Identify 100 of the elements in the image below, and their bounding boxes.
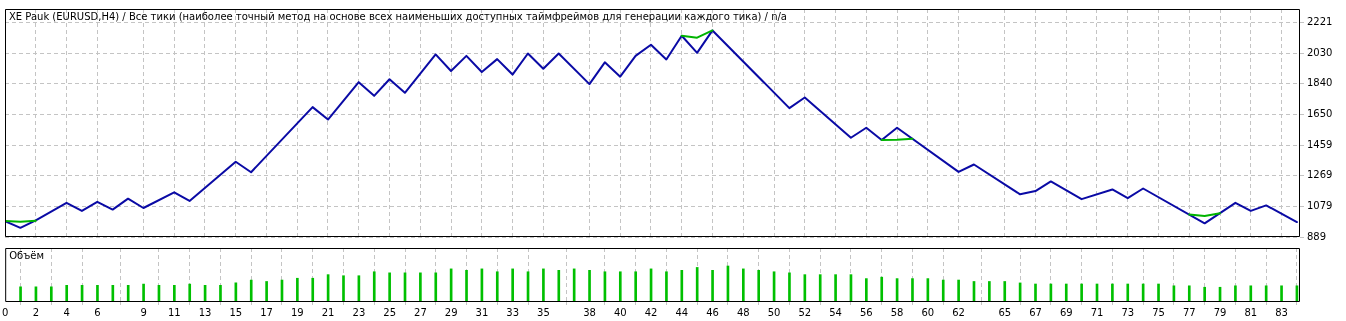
bar xyxy=(465,269,468,302)
x-tick-label: 25 xyxy=(383,306,396,318)
bar xyxy=(788,272,791,302)
bar xyxy=(1187,285,1191,302)
bar xyxy=(557,269,561,302)
bar xyxy=(711,269,714,302)
bar xyxy=(1064,283,1068,302)
bar xyxy=(249,279,253,302)
bar xyxy=(741,268,745,302)
x-tick-label: 58 xyxy=(890,306,904,318)
x-tick-label: 38 xyxy=(583,306,596,318)
bar xyxy=(19,286,22,302)
bar xyxy=(941,279,945,302)
x-tick-label: 83 xyxy=(1275,306,1288,318)
x-tick-label: 67 xyxy=(1029,306,1042,318)
bar xyxy=(834,274,837,302)
x-tick-label: 42 xyxy=(644,306,658,318)
x-tick-label: 6 xyxy=(94,306,101,318)
x-tick-label: 77 xyxy=(1182,306,1196,318)
bar xyxy=(296,277,299,302)
x-tick-label: 54 xyxy=(829,306,842,318)
bar xyxy=(342,275,345,302)
x-tick-label: 23 xyxy=(352,306,366,318)
x-tick-label: 13 xyxy=(198,306,212,318)
x-tick-label: 27 xyxy=(414,306,427,318)
x-tick-label: 46 xyxy=(706,306,719,318)
y-tick-label: 1079 xyxy=(1307,199,1333,211)
x-tick-label: 35 xyxy=(537,306,550,318)
bar xyxy=(988,281,991,302)
x-tick-label: 60 xyxy=(921,306,935,318)
bar xyxy=(142,283,145,302)
x-tick-label: 75 xyxy=(1152,306,1165,318)
bar xyxy=(865,278,868,302)
bar xyxy=(65,285,69,302)
bar xyxy=(695,267,699,302)
x-tick-label: 52 xyxy=(798,306,812,318)
bar xyxy=(1126,283,1130,302)
x-tick-label: 11 xyxy=(167,306,181,318)
x-tick-label: 31 xyxy=(475,306,489,318)
x-tick-label: 21 xyxy=(321,306,335,318)
bar xyxy=(219,285,222,302)
y-tick-label: 2221 xyxy=(1307,15,1333,27)
x-tick-label: 62 xyxy=(952,306,965,318)
bar xyxy=(1280,285,1283,302)
bar xyxy=(818,274,822,302)
bar xyxy=(265,281,268,302)
y-tick-label: 1459 xyxy=(1307,138,1333,150)
y-tick-label: 2030 xyxy=(1307,46,1333,58)
x-tick-label: 33 xyxy=(506,306,520,318)
x-tick-label: 69 xyxy=(1059,306,1073,318)
x-tick-label: 4 xyxy=(63,306,70,318)
x-tick-label: 50 xyxy=(767,306,781,318)
bar xyxy=(588,269,591,302)
y-tick-label: 1840 xyxy=(1307,77,1333,89)
bar xyxy=(49,286,53,302)
bar xyxy=(1034,283,1037,302)
bar xyxy=(680,269,684,302)
bar xyxy=(96,285,99,302)
bar xyxy=(542,268,545,302)
bar xyxy=(1157,283,1160,302)
bar xyxy=(634,271,638,302)
bar xyxy=(1080,283,1083,302)
x-tick-label: 15 xyxy=(229,306,243,318)
bar xyxy=(957,279,960,302)
bar xyxy=(388,272,391,302)
bar xyxy=(757,269,761,302)
bar xyxy=(1234,285,1237,302)
x-tick-label: 44 xyxy=(675,306,689,318)
bar xyxy=(188,283,192,302)
x-tick-label: 73 xyxy=(1121,306,1135,318)
chart-title: Объём xyxy=(9,249,44,261)
y-tick-label: 1650 xyxy=(1307,107,1333,119)
bar xyxy=(111,285,115,302)
x-tick-label: 2 xyxy=(32,306,40,318)
bar xyxy=(511,268,514,302)
bar xyxy=(495,271,499,302)
x-tick-label: 79 xyxy=(1213,306,1227,318)
x-tick-label: 19 xyxy=(290,306,304,318)
bar xyxy=(1003,281,1007,302)
bar xyxy=(434,272,438,302)
chart-title: XE Pauk (EURUSD,H4) / Все тики (наиболее точный метод на основе всех наименьших доступных таймфреймов для генерации каждого тика) / n/a xyxy=(9,10,787,22)
bar xyxy=(880,276,884,302)
bar xyxy=(1111,283,1114,302)
bar xyxy=(126,285,130,302)
x-tick-label: 81 xyxy=(1244,306,1258,318)
x-tick-label: 40 xyxy=(613,306,627,318)
bar xyxy=(173,285,176,302)
y-tick-label: 1269 xyxy=(1307,169,1333,181)
x-tick-label: 9 xyxy=(140,306,147,318)
bar xyxy=(372,271,376,302)
bar xyxy=(1203,286,1206,302)
x-tick-label: 29 xyxy=(444,306,458,318)
bar xyxy=(911,278,914,302)
x-tick-label: 56 xyxy=(859,306,873,318)
bar xyxy=(665,271,668,302)
x-tick-label: 65 xyxy=(998,306,1012,318)
bar xyxy=(1249,285,1253,302)
x-tick-label: 0 xyxy=(1,306,9,318)
bar xyxy=(419,272,422,302)
x-tick-label: 71 xyxy=(1090,306,1104,318)
